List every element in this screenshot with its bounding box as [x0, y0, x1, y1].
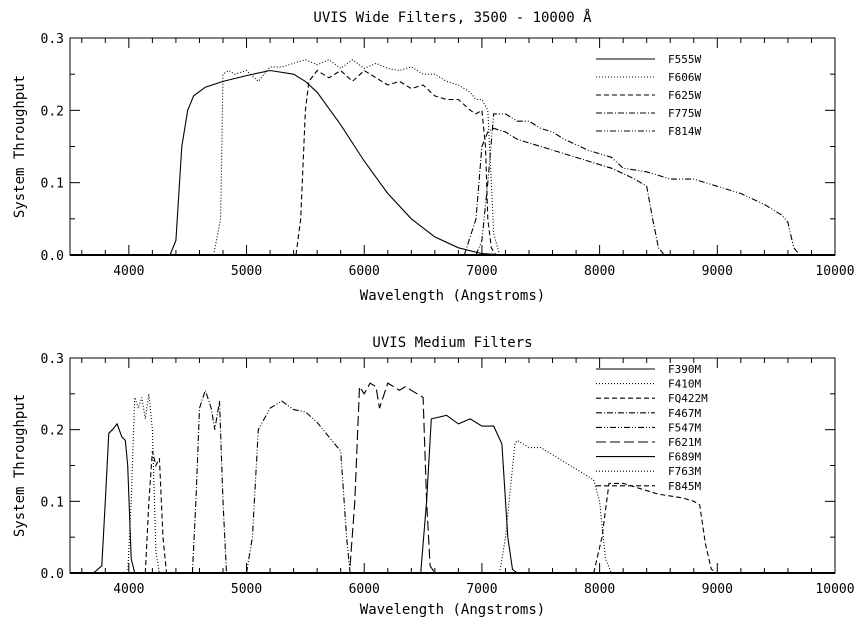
x-tick-label: 4000: [113, 582, 144, 597]
y-tick-label: 0.0: [41, 567, 64, 582]
legend-label: F775W: [668, 107, 701, 120]
series-line-f390m: [93, 422, 136, 574]
x-tick-label: 10000: [815, 582, 854, 597]
legend-label: F621M: [668, 436, 701, 449]
legend-label: F845M: [668, 480, 701, 493]
x-tick-label: 7000: [466, 582, 497, 597]
legend-label: F410M: [668, 378, 701, 391]
y-axis-label: System Throughput: [12, 394, 28, 537]
plot-frame: [69, 37, 836, 256]
series-line-f467m: [191, 388, 228, 574]
chart-title: UVIS Wide Filters, 3500 - 10000 Å: [313, 9, 592, 26]
legend-label: F625W: [668, 89, 701, 102]
x-tick-label: 10000: [815, 264, 854, 279]
legend-label: FQ422M: [668, 392, 708, 405]
series-line-f547m: [245, 400, 351, 574]
legend-label: F390M: [668, 363, 701, 376]
legend-label: F689M: [668, 451, 701, 464]
x-tick-label: 9000: [702, 582, 733, 597]
series-line-fq422m: [144, 451, 168, 574]
y-tick-label: 0.1: [41, 495, 64, 510]
series-line-f621m: [349, 382, 436, 574]
plot-frame: [69, 357, 836, 574]
x-tick-label: 7000: [466, 264, 497, 279]
series-line-f814w: [475, 113, 801, 256]
legend-label: F606W: [668, 71, 701, 84]
y-tick-label: 0.0: [41, 249, 64, 264]
legend-label: F763M: [668, 465, 701, 478]
x-tick-label: 6000: [349, 582, 380, 597]
y-tick-label: 0.1: [41, 177, 64, 192]
x-tick-label: 8000: [584, 264, 615, 279]
chart-title: UVIS Medium Filters: [372, 335, 532, 351]
series-line-f775w: [463, 127, 665, 256]
x-tick-label: 5000: [231, 264, 262, 279]
series-line-f410m: [127, 393, 160, 574]
legend-label: F814W: [668, 125, 701, 138]
x-tick-label: 4000: [113, 264, 144, 279]
series-line-f689m: [420, 414, 518, 574]
y-tick-label: 0.3: [41, 352, 64, 367]
x-axis-label: Wavelength (Angstroms): [360, 602, 545, 618]
legend-label: F547M: [668, 421, 701, 434]
chart-panel-1: UVIS Wide Filters, 3500 - 10000 Å Wavelen…: [12, 9, 855, 304]
y-axis-label: System Throughput: [12, 75, 28, 218]
legend-label: F467M: [668, 407, 701, 420]
series-line-f845m: [593, 482, 718, 574]
x-tick-label: 8000: [584, 582, 615, 597]
x-tick-label: 6000: [349, 264, 380, 279]
y-tick-label: 0.2: [41, 104, 64, 119]
chart-panel-2: UVIS Medium Filters Wavelength (Angstroms…: [12, 335, 855, 618]
series-line-f555w: [169, 69, 506, 256]
series-line-f625w: [295, 69, 497, 256]
series-line-f763m: [499, 439, 612, 574]
series-line-f606w: [213, 59, 501, 256]
x-axis-label: Wavelength (Angstroms): [360, 288, 545, 304]
y-tick-label: 0.2: [41, 424, 64, 439]
y-tick-label: 0.3: [41, 32, 64, 47]
x-tick-label: 9000: [702, 264, 733, 279]
x-tick-label: 5000: [231, 582, 262, 597]
legend-label: F555W: [668, 53, 701, 66]
